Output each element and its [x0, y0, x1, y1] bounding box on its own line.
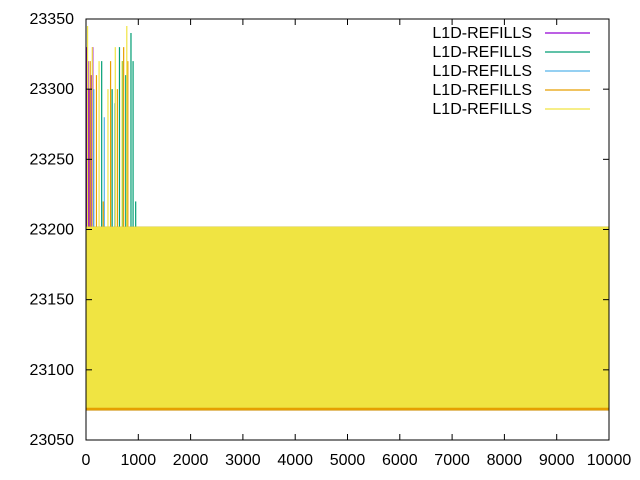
x-tick-label: 3000 — [225, 452, 261, 469]
x-tick-label: 0 — [82, 452, 91, 469]
legend-item: L1D-REFILLS — [432, 101, 590, 118]
series-5 — [86, 26, 609, 408]
legend-item: L1D-REFILLS — [432, 63, 590, 80]
x-tick-label: 9000 — [539, 452, 575, 469]
ticks-layer: 0 1000 2000 3000 4000 5000 6000 7000 8000 9000 100… — [30, 11, 632, 469]
y-tick-label: 23300 — [30, 81, 75, 98]
y-tick-label: 23100 — [30, 362, 75, 379]
x-tick-label: 7000 — [434, 452, 470, 469]
y-tick-label: 23050 — [30, 432, 75, 449]
series-band — [86, 226, 609, 408]
series-layer — [86, 26, 609, 411]
legend-item: L1D-REFILLS — [432, 25, 590, 42]
legend-label: L1D-REFILLS — [432, 82, 532, 99]
legend-label: L1D-REFILLS — [432, 63, 532, 80]
x-tick-label: 2000 — [173, 452, 209, 469]
y-tick-label: 23250 — [30, 151, 75, 168]
legend-item: L1D-REFILLS — [432, 82, 590, 99]
y-tick-label: 23200 — [30, 222, 75, 239]
x-tick-label: 5000 — [330, 452, 366, 469]
x-tick-label: 6000 — [382, 452, 418, 469]
x-tick-label: 10000 — [587, 452, 632, 469]
legend-item: L1D-REFILLS — [432, 44, 590, 61]
x-tick-label: 1000 — [121, 452, 157, 469]
y-tick-label: 23150 — [30, 292, 75, 309]
legend-label: L1D-REFILLS — [432, 44, 532, 61]
legend: L1D-REFILLS L1D-REFILLS L1D-REFILLS L1D-REF… — [432, 25, 590, 118]
x-tick-label: 4000 — [277, 452, 313, 469]
x-tick-label: 8000 — [487, 452, 523, 469]
legend-label: L1D-REFILLS — [432, 25, 532, 42]
legend-label: L1D-REFILLS — [432, 101, 532, 118]
y-tick-label: 23350 — [30, 11, 75, 28]
